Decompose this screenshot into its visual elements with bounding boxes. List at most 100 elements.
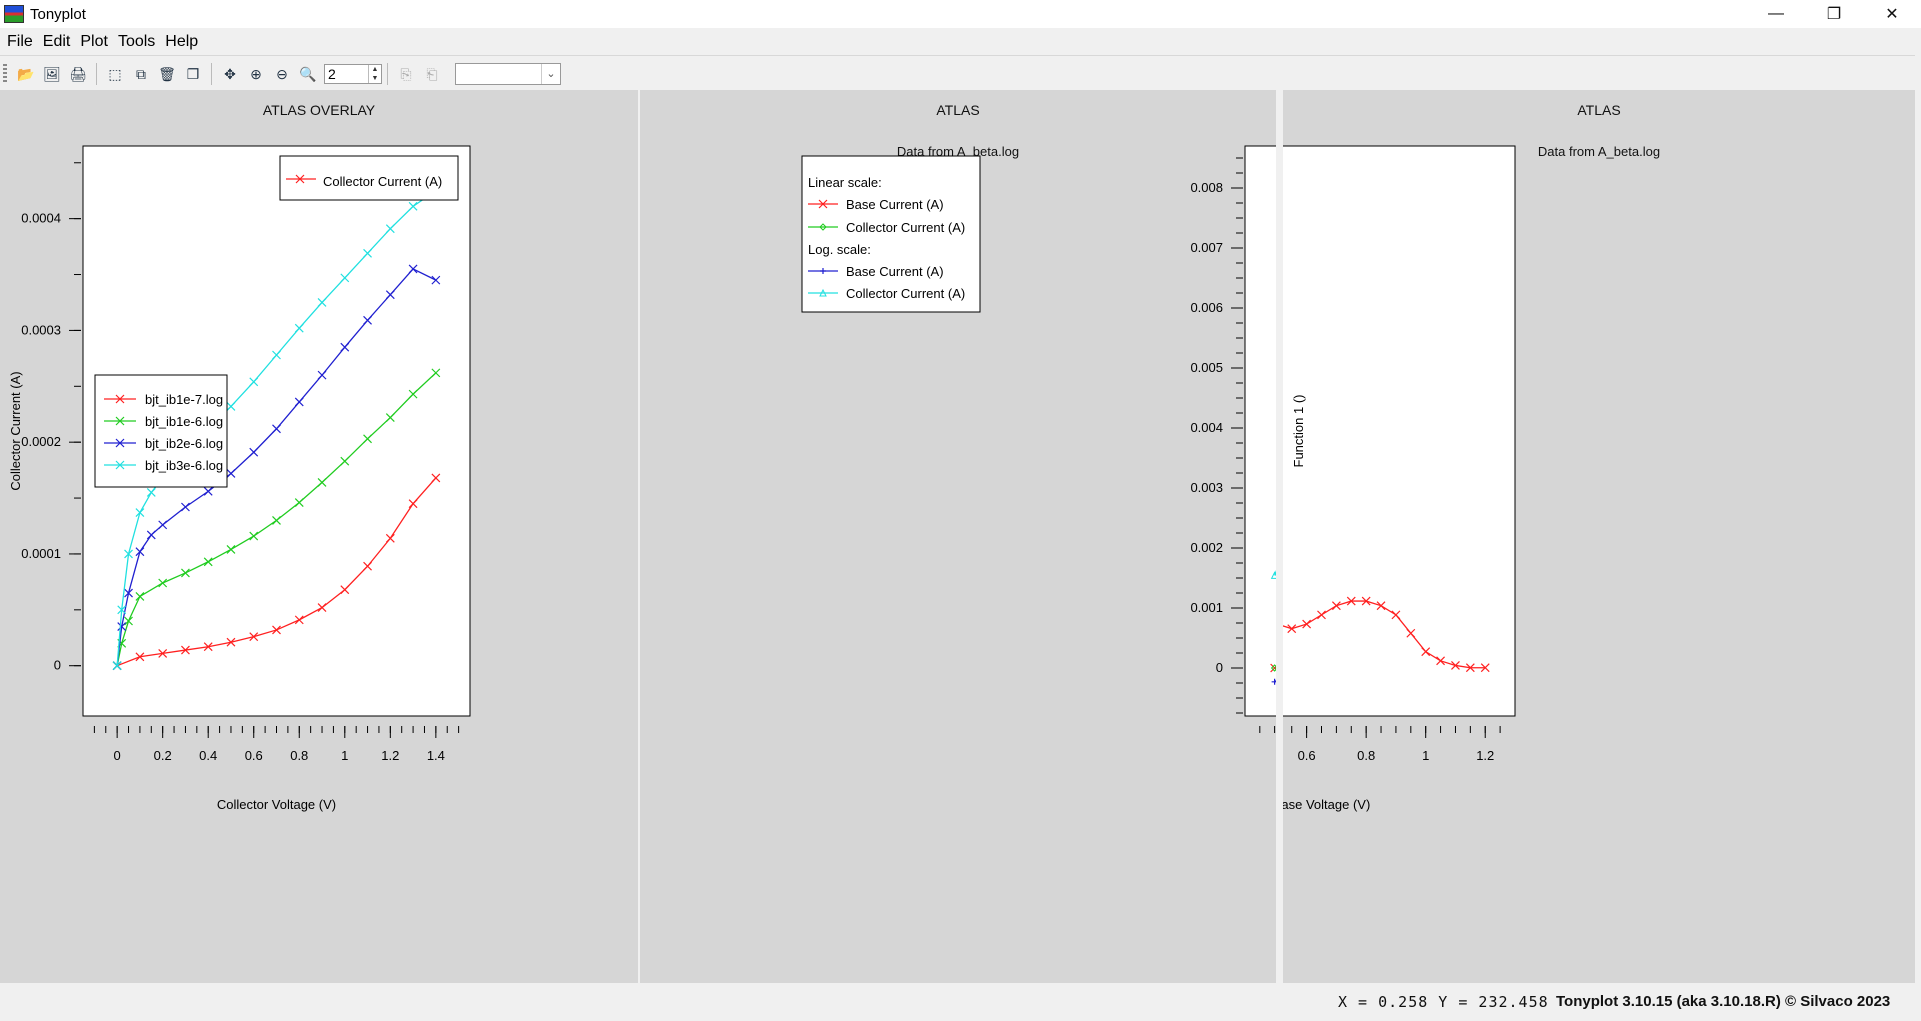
data-point — [1302, 619, 1312, 629]
legend-marker — [295, 174, 305, 184]
series-line-2 — [116, 268, 437, 666]
x-tick-label: 1.2 — [381, 748, 399, 763]
data-point — [272, 625, 281, 635]
legend-marker — [115, 438, 125, 448]
cursor-coordinates: X = 0.258 Y = 232.458 — [1338, 993, 1549, 1011]
x-axis-label: Base Voltage (V) — [1283, 797, 1370, 812]
legend-label: Base Current (A) — [846, 197, 944, 212]
select-region-icon[interactable]: ⬚ — [108, 65, 122, 82]
plot-selector-combo[interactable]: ⌄ — [455, 63, 561, 85]
y-tick-label: 0.008 — [1190, 180, 1223, 195]
menu-tools[interactable]: Tools — [117, 32, 156, 50]
legend-label: bjt_ib1e-7.log — [145, 392, 223, 407]
y-tick-label: 0.001 — [1190, 600, 1223, 615]
plot-panel-overlay[interactable]: ATLAS OVERLAYData from multiple files00.… — [0, 90, 638, 983]
x-tick-label: 0 — [114, 748, 121, 763]
zoom-spinner[interactable]: 2 ▲ ▼ — [324, 64, 382, 84]
data-point — [1361, 596, 1371, 606]
data-point — [135, 652, 145, 662]
chevron-down-icon[interactable]: ⌄ — [541, 64, 560, 84]
legend-label: Base Current (A) — [846, 264, 944, 279]
legend-marker — [115, 394, 125, 404]
data-point — [340, 585, 350, 595]
x-axis-label: Collector Voltage (V) — [217, 797, 336, 812]
y-tick-label: 0 — [1216, 660, 1223, 675]
menu-edit[interactable]: Edit — [42, 32, 71, 50]
legend-box — [801, 155, 981, 313]
open-icon[interactable]: 📂 — [17, 65, 35, 82]
data-point — [408, 201, 418, 211]
x-tick-label: 1.2 — [1476, 748, 1494, 763]
window-edge — [1915, 55, 1921, 985]
export-icon[interactable]: 🖼 — [43, 65, 61, 82]
spinner-arrows-icon[interactable]: ▲ ▼ — [368, 65, 381, 83]
x-tick-label: 1 — [1422, 748, 1429, 763]
data-point — [124, 588, 133, 598]
menu-file[interactable]: File — [7, 32, 33, 50]
next-frame-icon[interactable]: ⎗ — [426, 65, 438, 82]
data-point — [272, 424, 281, 434]
data-point — [431, 473, 441, 483]
chart-title: ATLAS OVERLAY — [263, 102, 376, 118]
legend-marker — [820, 268, 826, 274]
y-tick-label: 0 — [54, 658, 61, 673]
restore-button[interactable]: ❐ — [1826, 6, 1842, 23]
menu-help[interactable]: Help — [165, 32, 199, 50]
zoom-out-icon[interactable]: ⊖ — [276, 65, 288, 82]
y-tick-label: 0.007 — [1190, 240, 1223, 255]
data-point — [340, 456, 350, 466]
zoom-in-icon[interactable]: ⊕ — [250, 65, 262, 82]
legend-marker — [819, 288, 827, 297]
data-point — [317, 477, 327, 487]
data-point — [1480, 663, 1490, 673]
menu-plot[interactable]: Plot — [80, 32, 108, 50]
toolbar-grip[interactable] — [3, 64, 7, 84]
data-point — [158, 648, 168, 658]
pan-icon[interactable]: ✥ — [224, 65, 236, 82]
print-icon[interactable]: 🖨 — [69, 65, 87, 82]
data-point — [124, 616, 133, 626]
delete-icon[interactable]: 🗑 — [158, 65, 176, 82]
close-button[interactable]: ✕ — [1885, 6, 1899, 23]
title-bar: Tonyplot — ❐ ✕ — [0, 0, 1921, 28]
overlay-chart[interactable]: ATLAS OVERLAYData from multiple files00.… — [0, 90, 638, 983]
data-point — [226, 401, 236, 411]
app-icon — [4, 5, 24, 23]
data-point — [249, 632, 259, 642]
data-point — [1346, 596, 1356, 606]
data-point — [146, 488, 156, 497]
y-tick-label: 0.0001 — [21, 546, 61, 561]
legend-label: Collector Current (A) — [323, 174, 442, 189]
y-axis-label: Collector Current (A) — [8, 371, 23, 490]
legend-marker — [115, 460, 125, 470]
data-point — [385, 533, 395, 543]
legend-label: bjt_ib1e-6.log — [145, 414, 223, 429]
y-tick-label: 0.003 — [1190, 480, 1223, 495]
data-point — [146, 530, 156, 540]
data-point — [317, 603, 327, 613]
data-point — [408, 499, 418, 509]
data-point — [363, 561, 372, 571]
data-point — [181, 568, 190, 578]
data-point — [431, 368, 441, 378]
y-tick-label: 0.0004 — [21, 211, 61, 226]
chart-title: ATLAS — [1577, 102, 1620, 118]
data-point — [294, 323, 304, 333]
copy-icon[interactable]: ⧉ — [136, 65, 146, 82]
data-point — [1287, 624, 1297, 634]
zoom-region-icon[interactable]: 🔍 — [299, 65, 317, 82]
data-point — [1376, 601, 1386, 611]
x-tick-label: 0.8 — [290, 748, 308, 763]
data-point — [226, 637, 236, 647]
toolbar: 📂 🖼 🖨 ⬚ ⧉ 🗑 ❐ ✥ ⊕ ⊖ 🔍 2 ▲ ▼ ⎘ ⎗ ⌄ — [0, 58, 1921, 90]
minimize-button[interactable]: — — [1768, 5, 1784, 22]
duplicate-icon[interactable]: ❐ — [186, 65, 200, 82]
chart-title: ATLAS — [936, 102, 979, 118]
data-point — [1391, 610, 1401, 620]
data-point — [385, 290, 395, 300]
prev-frame-icon[interactable]: ⎘ — [400, 65, 412, 82]
